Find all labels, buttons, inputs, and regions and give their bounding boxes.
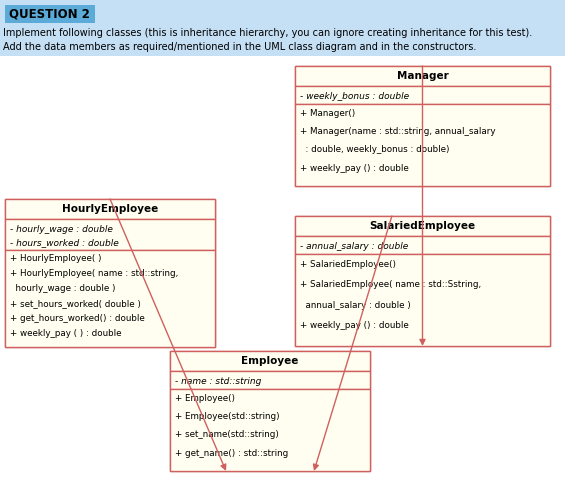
Text: SalariedEmployee: SalariedEmployee (370, 221, 476, 231)
Bar (5, 219, 215, 250)
Bar (5, 250, 215, 347)
Text: + HourlyEmployee( ): + HourlyEmployee( ) (10, 254, 102, 263)
Text: - hourly_wage : double: - hourly_wage : double (10, 225, 113, 234)
Text: annual_salary : double ): annual_salary : double ) (300, 300, 411, 310)
Bar (295, 216, 550, 236)
Text: Add the data members as required/mentioned in the UML class diagram and in the c: Add the data members as required/mention… (3, 42, 476, 52)
Bar (5, 199, 215, 347)
Bar (295, 86, 550, 104)
Text: + HourlyEmployee( name : std::string,: + HourlyEmployee( name : std::string, (10, 269, 178, 278)
Text: + Manager(name : std::string, annual_salary: + Manager(name : std::string, annual_sal… (300, 127, 496, 136)
Text: + set_hours_worked( double ): + set_hours_worked( double ) (10, 299, 141, 308)
Bar (295, 216, 550, 346)
Bar (170, 351, 370, 471)
Text: hourly_wage : double ): hourly_wage : double ) (10, 284, 115, 293)
Text: - name : std::string: - name : std::string (175, 377, 262, 386)
Text: + weekly_pay ( ) : double: + weekly_pay ( ) : double (10, 329, 121, 338)
Text: : double, weekly_bonus : double): : double, weekly_bonus : double) (300, 145, 450, 155)
Bar (170, 371, 370, 389)
Text: + SalariedEmployee(): + SalariedEmployee() (300, 260, 396, 269)
Text: + weekly_pay () : double: + weekly_pay () : double (300, 164, 408, 173)
Text: + get_name() : std::string: + get_name() : std::string (175, 449, 288, 458)
Bar (295, 66, 550, 86)
Bar (295, 66, 550, 186)
Text: Employee: Employee (241, 356, 299, 366)
Bar (5, 5, 95, 23)
Text: + Employee(std::string): + Employee(std::string) (175, 412, 280, 421)
Text: HourlyEmployee: HourlyEmployee (62, 204, 158, 214)
Text: + set_name(std::string): + set_name(std::string) (175, 431, 279, 439)
Bar (295, 104, 550, 186)
Bar (295, 254, 550, 346)
Bar (0, 0, 565, 56)
Text: Implement following classes (this is inheritance hierarchy, you can ignore creat: Implement following classes (this is inh… (3, 28, 532, 38)
Text: - annual_salary : double: - annual_salary : double (300, 242, 408, 251)
Text: - weekly_bonus : double: - weekly_bonus : double (300, 92, 409, 101)
Text: - hours_worked : double: - hours_worked : double (10, 238, 119, 247)
Text: + Employee(): + Employee() (175, 394, 235, 403)
Text: + Manager(): + Manager() (300, 109, 355, 118)
Bar (5, 199, 215, 219)
Bar (295, 236, 550, 254)
Text: + SalariedEmployee( name : std::Sstring,: + SalariedEmployee( name : std::Sstring, (300, 280, 481, 289)
Text: + weekly_pay () : double: + weekly_pay () : double (300, 321, 408, 330)
Text: Manager: Manager (397, 71, 449, 81)
Bar (170, 351, 370, 371)
Bar (170, 389, 370, 471)
Text: + get_hours_worked() : double: + get_hours_worked() : double (10, 313, 145, 323)
Text: QUESTION 2: QUESTION 2 (9, 7, 90, 20)
